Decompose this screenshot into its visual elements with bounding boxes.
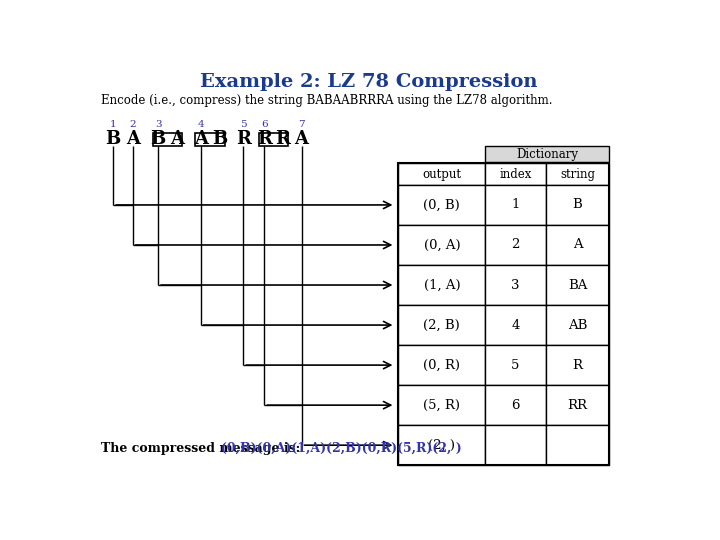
Text: 1: 1 — [110, 120, 117, 130]
Text: (0, B): (0, B) — [423, 198, 460, 212]
Text: 5: 5 — [240, 120, 247, 130]
Text: 2: 2 — [511, 239, 520, 252]
Bar — [485, 305, 546, 345]
Text: A: A — [194, 131, 208, 149]
Text: 6: 6 — [511, 399, 520, 411]
Text: Encode (i.e., compress) the string BABAABRRRA using the LZ78 algorithm.: Encode (i.e., compress) the string BABAA… — [101, 94, 552, 107]
Text: (0, A): (0, A) — [423, 239, 460, 252]
Text: 4: 4 — [511, 319, 520, 332]
Bar — [546, 185, 609, 225]
Bar — [546, 225, 609, 265]
Text: (2, B): (2, B) — [423, 319, 460, 332]
Bar — [153, 132, 182, 146]
Bar — [485, 265, 546, 305]
Text: 5: 5 — [511, 359, 520, 372]
Text: 3: 3 — [511, 279, 520, 292]
Text: B: B — [150, 131, 166, 149]
Text: R: R — [572, 359, 582, 372]
Text: A: A — [294, 131, 309, 149]
Bar — [398, 164, 485, 185]
Text: index: index — [499, 167, 531, 181]
Bar — [398, 425, 485, 465]
Text: B: B — [572, 198, 582, 212]
Text: R: R — [276, 131, 290, 149]
Bar — [485, 225, 546, 265]
Text: BA: BA — [568, 279, 588, 292]
Bar — [546, 164, 609, 185]
Bar — [546, 305, 609, 345]
Text: string: string — [560, 167, 595, 181]
Text: (5, R): (5, R) — [423, 399, 460, 411]
Text: AB: AB — [568, 319, 588, 332]
Text: R: R — [236, 131, 251, 149]
Bar — [546, 265, 609, 305]
Text: R: R — [257, 131, 272, 149]
Bar — [398, 345, 485, 385]
Bar — [398, 265, 485, 305]
Text: (1, A): (1, A) — [423, 279, 460, 292]
Bar — [485, 185, 546, 225]
Text: B: B — [212, 131, 227, 149]
Text: Dictionary: Dictionary — [516, 147, 578, 160]
Bar — [485, 164, 546, 185]
Text: (0,B)(0,A)(1,A)(2,B)(0,R)(5,R)(2, ): (0,B)(0,A)(1,A)(2,B)(0,R)(5,R)(2, ) — [221, 442, 462, 455]
Text: 3: 3 — [155, 120, 161, 130]
Text: 6: 6 — [261, 120, 268, 130]
Text: 4: 4 — [197, 120, 204, 130]
Bar — [546, 425, 609, 465]
Bar — [485, 385, 546, 425]
Text: A: A — [572, 239, 582, 252]
Bar — [398, 164, 609, 465]
Bar — [546, 385, 609, 425]
Bar — [485, 345, 546, 385]
Text: 7: 7 — [298, 120, 305, 130]
Text: B: B — [106, 131, 121, 149]
Bar — [195, 132, 225, 146]
Bar — [485, 425, 546, 465]
Text: RR: RR — [567, 399, 588, 411]
Text: 1: 1 — [511, 198, 520, 212]
Text: (0, R): (0, R) — [423, 359, 460, 372]
Text: A: A — [170, 131, 184, 149]
Text: output: output — [423, 167, 462, 181]
Bar — [398, 225, 485, 265]
Text: Example 2: LZ 78 Compression: Example 2: LZ 78 Compression — [200, 73, 538, 91]
Bar — [259, 132, 289, 146]
Bar — [398, 385, 485, 425]
Text: 2: 2 — [130, 120, 136, 130]
Bar — [485, 146, 609, 162]
Text: (2, ): (2, ) — [428, 438, 455, 451]
Text: The compressed message is:: The compressed message is: — [101, 442, 309, 455]
Bar — [398, 185, 485, 225]
Text: A: A — [125, 131, 140, 149]
Bar — [546, 345, 609, 385]
Bar — [398, 305, 485, 345]
